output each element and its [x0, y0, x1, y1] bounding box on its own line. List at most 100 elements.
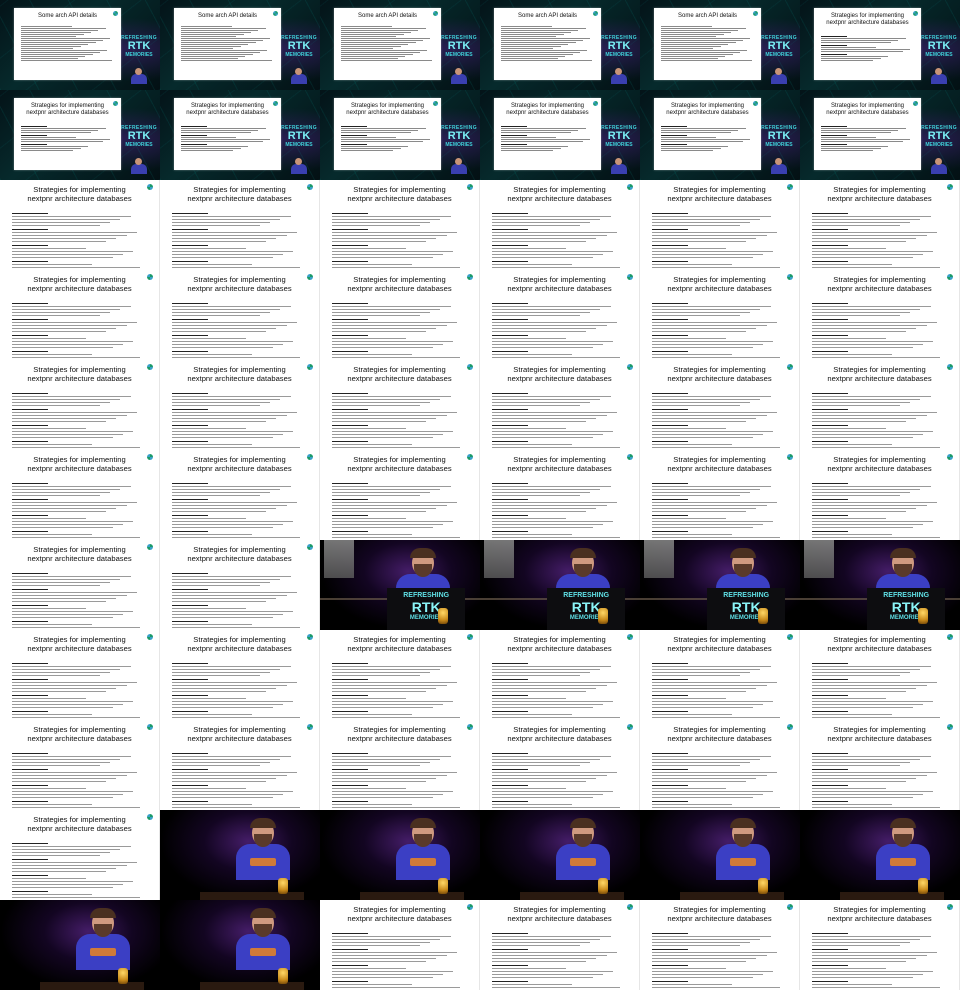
event-logo: REFRESHING RTK MEMORIES — [440, 35, 478, 66]
slide-title-line-2: nextpnr architecture databases — [27, 193, 132, 203]
slide-body-text — [661, 26, 753, 62]
slide-body-text — [12, 840, 141, 900]
slide-title-line-2: nextpnr architecture databases — [27, 553, 132, 563]
slide-frame-thumbnail: Strategies for implementing nextpnr archi… — [640, 180, 800, 270]
stage-frame-thumbnail: Some arch API details REFRESHING RTK MEMORI… — [0, 0, 160, 90]
slide-frame-thumbnail: Strategies for implementing nextpnr archi… — [0, 810, 160, 900]
slide-frame-thumbnail: Strategies for implementing nextpnr archi… — [0, 180, 160, 270]
speaker-figure — [128, 158, 150, 174]
speaker-figure — [448, 158, 470, 174]
slide-title-line-2: nextpnr architecture databases — [666, 109, 749, 116]
event-logo-line-3: MEMORIES — [765, 51, 793, 58]
slide-body-text — [492, 390, 621, 450]
slide-frame-thumbnail: Strategies for implementing nextpnr archi… — [0, 270, 160, 360]
slide-title: Strategies for implementing nextpnr archi… — [640, 635, 799, 653]
slide-title: Strategies for implementing nextpnr archi… — [0, 635, 159, 653]
event-logo-line-1: REFRESHING — [601, 125, 637, 131]
slide-title-line-1: Strategies for implementing — [353, 275, 446, 284]
slide-frame-thumbnail: Strategies for implementing nextpnr archi… — [800, 450, 960, 540]
slide-title-line-1: Strategies for implementing — [673, 185, 766, 194]
quicklogic-logo-icon — [947, 274, 953, 280]
event-logo: REFRESHING RTK MEMORIES — [280, 125, 318, 156]
quicklogic-logo-icon — [147, 184, 153, 190]
quicklogic-logo-icon — [787, 634, 793, 640]
quicklogic-logo-icon — [307, 634, 313, 640]
speaker-figure — [768, 68, 790, 84]
slide-frame-thumbnail: Strategies for implementing nextpnr archi… — [480, 450, 640, 540]
podium-logo-line-2: RTK — [571, 598, 601, 615]
speaker-figure — [552, 818, 614, 880]
slide-title-line-2: nextpnr architecture databases — [27, 733, 132, 743]
trophy-icon — [118, 968, 129, 984]
slide-title: Strategies for implementing nextpnr archi… — [0, 455, 159, 473]
slide-title-line-2: nextpnr architecture databases — [826, 19, 909, 26]
slide-frame-thumbnail: Strategies for implementing nextpnr archi… — [320, 720, 480, 810]
quicklogic-logo-icon — [627, 184, 633, 190]
event-logo-line-1: REFRESHING — [121, 125, 157, 131]
slide-title-line-1: Strategies for implementing — [513, 275, 606, 284]
podium-logo: REFRESHING RTK MEMORIES — [387, 588, 466, 630]
slide-frame-thumbnail: Strategies for implementing nextpnr archi… — [640, 360, 800, 450]
slide-title: Strategies for implementing nextpnr archi… — [320, 365, 479, 383]
speaker-figure — [392, 818, 454, 880]
quicklogic-logo-icon — [627, 904, 633, 910]
event-logo-line-1: REFRESHING — [121, 35, 157, 41]
slide-body-text — [492, 750, 621, 810]
slide-title-line-1: Strategies for implementing — [513, 185, 606, 194]
slide-title: Strategies for implementing nextpnr archi… — [480, 725, 639, 743]
slide-title-line-1: Strategies for implementing — [673, 275, 766, 284]
slide-frame-thumbnail: Strategies for implementing nextpnr archi… — [800, 180, 960, 270]
slide-frame-thumbnail: Strategies for implementing nextpnr archi… — [640, 720, 800, 810]
quicklogic-logo-icon — [947, 634, 953, 640]
trophy-icon — [918, 878, 929, 894]
slide-frame-thumbnail: Strategies for implementing nextpnr archi… — [640, 900, 800, 990]
slide-title-line-2: nextpnr architecture databases — [187, 463, 292, 473]
podium-logo-line-3: MEMORIES — [889, 615, 923, 622]
slide-title-line-1: Strategies for implementing — [673, 905, 766, 914]
slide-body-text — [812, 660, 941, 720]
slide-title-line-2: nextpnr architecture databases — [346, 109, 429, 116]
lectern — [520, 892, 624, 900]
quicklogic-logo-icon — [947, 904, 953, 910]
slide-title-line-2: nextpnr architecture databases — [187, 373, 292, 383]
slide-body-text — [12, 480, 141, 540]
slide-title-line-2: nextpnr architecture databases — [827, 913, 932, 923]
slide-title-line-2: nextpnr architecture databases — [507, 643, 612, 653]
quicklogic-logo-icon — [273, 101, 278, 106]
quicklogic-logo-icon — [433, 11, 438, 16]
slide-body-text — [12, 210, 141, 270]
slide-title-line-2: nextpnr architecture databases — [187, 283, 292, 293]
event-logo-line-1: REFRESHING — [921, 35, 957, 41]
quicklogic-logo-icon — [467, 634, 473, 640]
slide-frame-thumbnail: Strategies for implementing nextpnr archi… — [160, 180, 320, 270]
slide-title: Strategies for implementing nextpnr archi… — [334, 103, 441, 117]
slide-title: Strategies for implementing nextpnr archi… — [814, 103, 921, 117]
slide-body-text — [332, 750, 461, 810]
slide-frame-thumbnail: Strategies for implementing nextpnr archi… — [480, 720, 640, 810]
slide-title-line-1: Strategies for implementing — [513, 365, 606, 374]
quicklogic-logo-icon — [947, 454, 953, 460]
slide-frame-thumbnail: Strategies for implementing nextpnr archi… — [800, 900, 960, 990]
slide-title-line-1: Strategies for implementing — [33, 455, 126, 464]
slide-title: Strategies for implementing nextpnr archi… — [160, 455, 319, 473]
slide-frame-thumbnail: Strategies for implementing nextpnr archi… — [320, 900, 480, 990]
slide-frame-thumbnail: Strategies for implementing nextpnr archi… — [640, 450, 800, 540]
stage-light — [804, 540, 834, 578]
slide-body-text — [652, 300, 781, 360]
quicklogic-logo-icon — [947, 184, 953, 190]
slide-title: Some arch API details — [174, 13, 281, 20]
slide-title: Strategies for implementing nextpnr archi… — [640, 905, 799, 923]
slide-title-line-2: nextpnr architecture databases — [187, 193, 292, 203]
slide-frame-thumbnail: Strategies for implementing nextpnr archi… — [480, 360, 640, 450]
slide-title-line-1: Strategies for implementing — [193, 725, 286, 734]
stage-frame-thumbnail: Strategies for implementing nextpnr archi… — [0, 90, 160, 180]
slide-title-line-1: Strategies for implementing — [353, 905, 446, 914]
slide-title: Strategies for implementing nextpnr archi… — [640, 365, 799, 383]
slide-frame-thumbnail: Strategies for implementing nextpnr archi… — [0, 450, 160, 540]
quicklogic-logo-icon — [627, 724, 633, 730]
slide-title: Strategies for implementing nextpnr archi… — [0, 365, 159, 383]
slide-title: Strategies for implementing nextpnr archi… — [480, 635, 639, 653]
slide-body-text — [172, 210, 301, 270]
slide-title-line-2: nextpnr architecture databases — [27, 823, 132, 833]
